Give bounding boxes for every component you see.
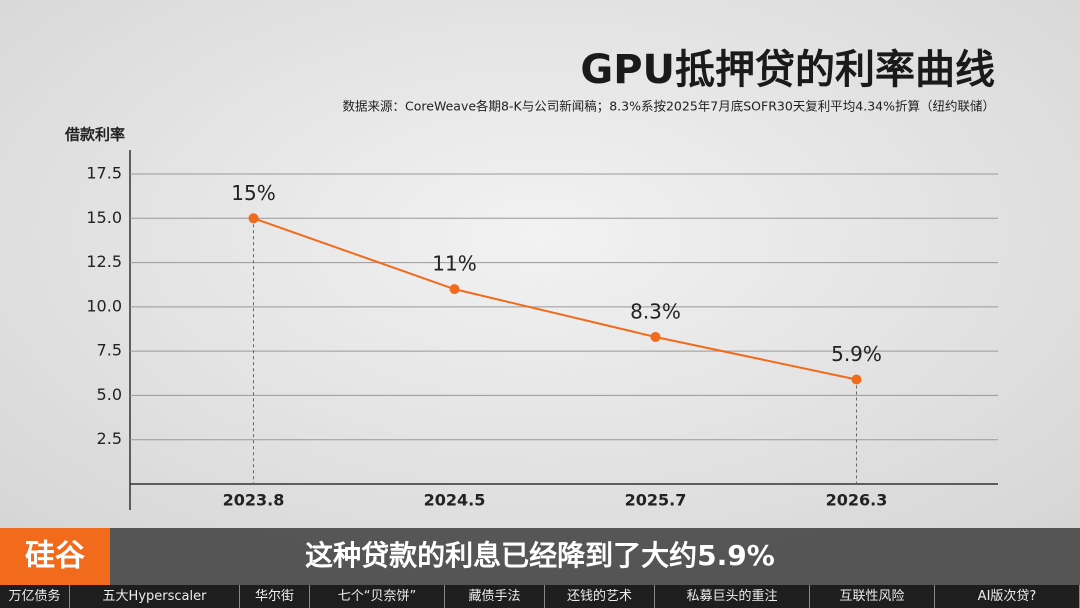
line	[253, 217, 857, 381]
y-tick-label: 7.5	[97, 341, 122, 360]
chart-subtitle: 数据来源：CoreWeave各期8-K与公司新闻稿；8.3%系按2025年7月底…	[343, 99, 995, 114]
chapter[interactable]: 藏债手法	[445, 585, 545, 608]
data-label: 8.3%	[630, 299, 681, 323]
y-tick-label: 2.5	[97, 429, 122, 448]
chapter[interactable]: 还钱的艺术	[545, 585, 655, 608]
chart: GPU抵押贷的利率曲线 数据来源：CoreWeave各期8-K与公司新闻稿；8.…	[0, 0, 1080, 585]
plot: 2.5 5.0 7.5 10.0 12.5 15.0 17.5 2023.8 2024.5 202…	[86, 164, 998, 510]
background	[0, 0, 1080, 585]
caption-bar	[0, 528, 1080, 585]
point	[851, 374, 862, 385]
data-label: 5.9%	[831, 342, 882, 366]
chapter[interactable]: 互联性风险	[810, 585, 935, 608]
y-axis-label: 借款利率	[64, 126, 125, 144]
caption: 这种贷款的利息已经降到了大约5.9%	[305, 539, 775, 572]
chapter[interactable]: 七个“贝奈饼”	[310, 585, 445, 608]
chapter[interactable]: 私募巨头的重注	[655, 585, 810, 608]
y-tick-label: 12.5	[86, 252, 122, 271]
x-tick-label: 2024.5	[424, 491, 486, 510]
x-tick-label: 2023.8	[223, 491, 285, 510]
x-tick-label: 2025.7	[625, 491, 687, 510]
logo: 硅谷	[25, 539, 85, 574]
chapter[interactable]: 万亿债务	[0, 585, 70, 608]
point	[248, 213, 259, 224]
data-label: 15%	[231, 181, 275, 205]
y-tick-label: 10.0	[86, 296, 122, 315]
chapter[interactable]: 五大Hyperscaler	[70, 585, 240, 608]
x-tick-label: 2026.3	[826, 491, 888, 510]
y-tick-label: 5.0	[97, 385, 122, 404]
chapter-bar: 万亿债务 五大Hyperscaler 华尔街 七个“贝奈饼” 藏债手法 还钱的艺术 私募巨头…	[0, 585, 1080, 608]
point	[650, 331, 661, 342]
chapter[interactable]: AI版次贷?	[935, 585, 1080, 608]
y-tick-label: 17.5	[86, 164, 122, 183]
y-tick-label: 15.0	[86, 208, 122, 227]
chart-title: GPU抵押贷的利率曲线	[580, 47, 995, 93]
point	[449, 284, 460, 295]
chapter[interactable]: 华尔街	[240, 585, 310, 608]
data-label: 11%	[432, 252, 476, 276]
logo-box	[0, 528, 110, 585]
